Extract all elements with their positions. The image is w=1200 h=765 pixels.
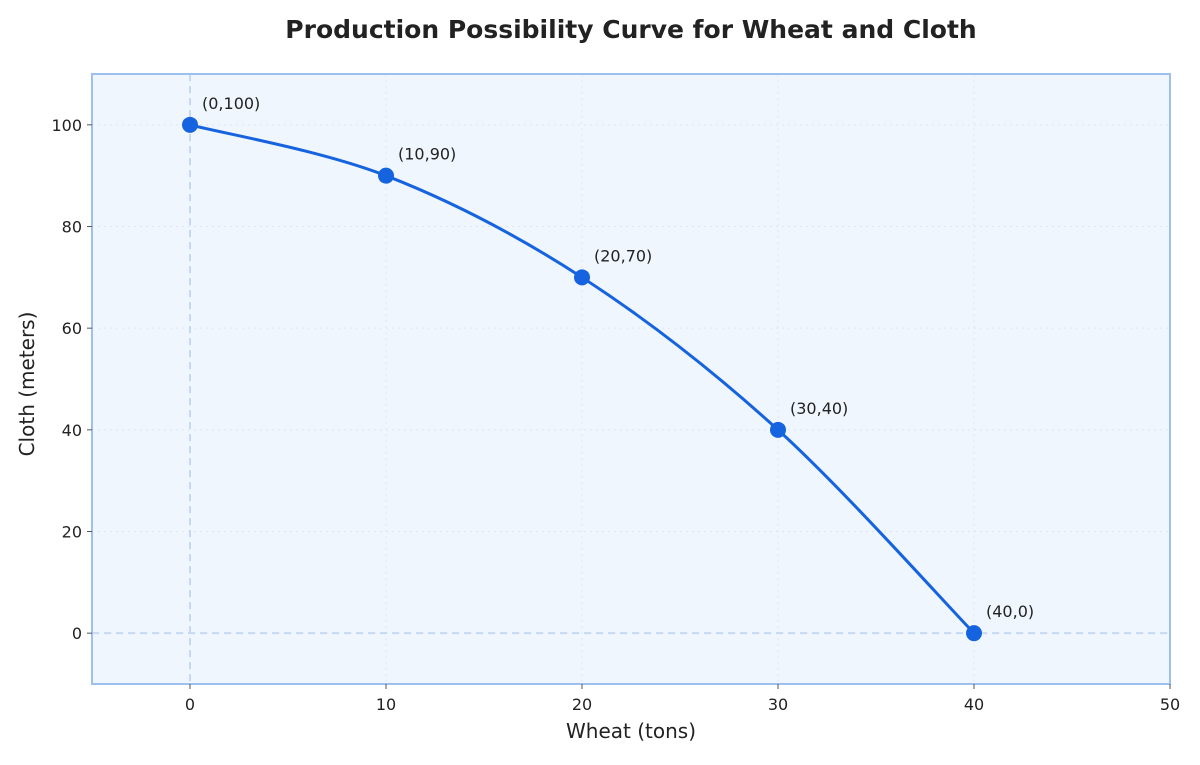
data-point-label: (0,100) [202,94,260,113]
data-point [182,116,198,133]
x-tick-label: 20 [572,695,592,714]
data-point-label: (20,70) [594,246,652,265]
data-point [770,421,786,438]
reference-lines [92,74,1170,684]
plot-area [92,74,1170,684]
x-tick-label: 0 [185,695,195,714]
data-point [378,167,394,184]
data-points: (0,100) (10,90) (20,70) (30,40) (40,0) [182,94,1034,642]
x-tick-label: 40 [964,695,984,714]
y-tick-label: 0 [72,624,82,643]
y-tick-label: 20 [62,523,82,542]
x-tick-label: 50 [1160,695,1180,714]
y-axis-ticks: 0 20 40 60 80 100 [51,116,92,643]
x-tick-label: 30 [768,695,788,714]
plot-frame [91,73,1171,685]
y-tick-label: 100 [51,116,82,135]
y-axis-label: Cloth (meters) [15,312,39,457]
data-point [966,625,982,642]
chart-title: Production Possibility Curve for Wheat a… [285,15,976,44]
data-point-label: (40,0) [986,602,1034,621]
x-tick-label: 10 [376,695,396,714]
data-point [574,269,590,286]
x-axis-label: Wheat (tons) [566,719,696,743]
x-axis-ticks: 0 10 20 30 40 50 [185,684,1180,714]
data-point-label: (30,40) [790,399,848,418]
y-tick-label: 60 [62,319,82,338]
y-tick-label: 40 [62,421,82,440]
data-point-label: (10,90) [398,145,456,164]
y-tick-label: 80 [62,218,82,237]
